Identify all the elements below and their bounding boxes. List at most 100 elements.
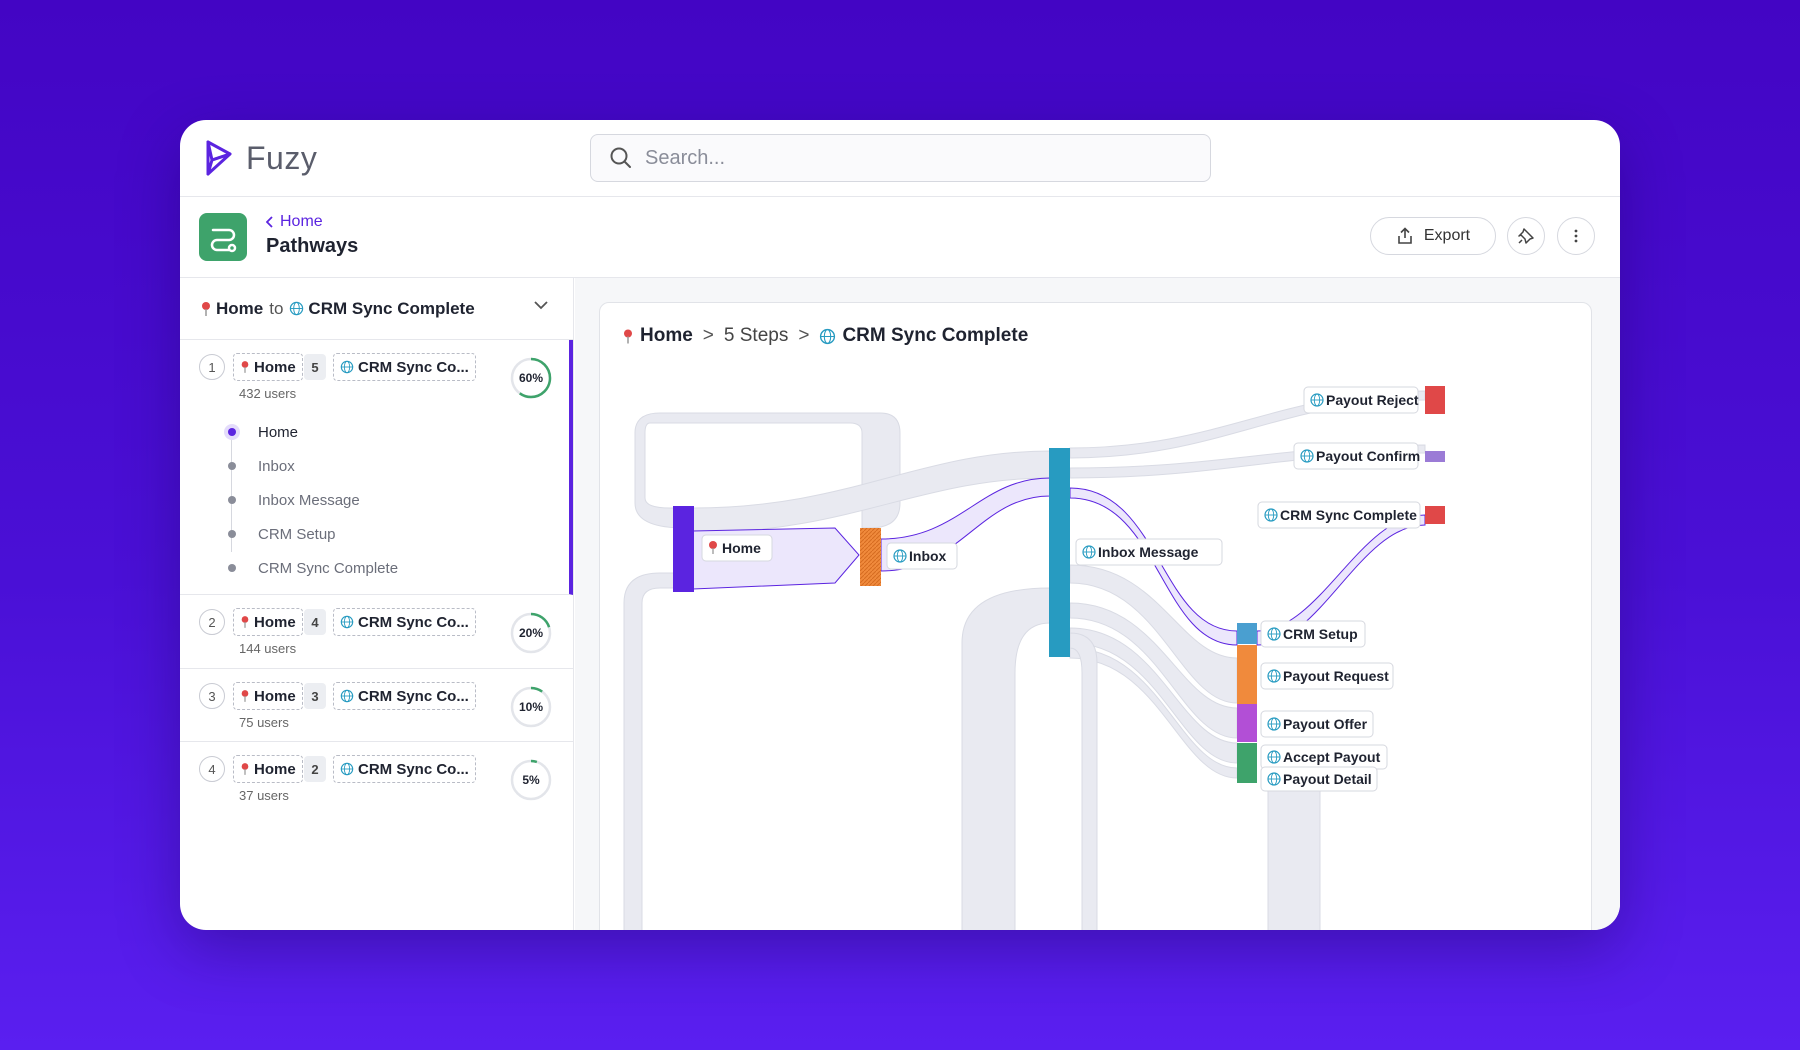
chart-steps: 5 Steps <box>723 325 789 346</box>
node-payout-request[interactable] <box>1237 645 1257 711</box>
more-options-button[interactable] <box>1557 217 1595 255</box>
sankey-diagram: Home Inbox Inbox Message Payout Reject <box>623 386 1445 930</box>
node-payout-offer[interactable] <box>1237 704 1257 742</box>
node-label-payout-confirm[interactable]: Payout Confirm <box>1293 442 1420 470</box>
route-item[interactable]: 3 Home 3 CRM Sync Co... 75 users 10% <box>180 669 573 742</box>
pathway-list-panel: Home to CRM Sync Complete 1 Home 5 CRM S… <box>180 278 574 930</box>
node-home[interactable] <box>673 506 694 592</box>
chart-breadcrumb: Home > 5 Steps > CRM Sync Complete <box>622 325 1028 347</box>
route-item[interactable]: 4 Home 2 CRM Sync Co... 37 users 5% <box>180 742 573 816</box>
node-label-home[interactable]: Home <box>701 534 773 562</box>
sankey-card: Home > 5 Steps > CRM Sync Complete <box>599 302 1592 930</box>
globe-icon <box>340 762 354 776</box>
progress-ring-icon <box>510 759 552 801</box>
step-label[interactable]: Inbox <box>258 458 295 475</box>
pin-location-icon <box>624 329 632 343</box>
breadcrumb[interactable]: Home <box>266 213 323 231</box>
pin-location-icon <box>241 763 249 775</box>
page-title: Pathways <box>266 235 359 257</box>
route-end-chip: CRM Sync Co... <box>333 682 476 710</box>
node-label-inbox[interactable]: Inbox <box>886 542 958 570</box>
node-label-accept-payout[interactable]: Accept Payout <box>1260 744 1388 770</box>
route-item[interactable]: 2 Home 4 CRM Sync Co... 144 users 20% <box>180 595 573 669</box>
route-start-chip: Home <box>233 353 303 381</box>
svg-text:Accept Payout: Accept Payout <box>1283 749 1381 765</box>
globe-icon <box>290 301 304 316</box>
node-label-inbox-message[interactable]: Inbox Message <box>1075 538 1223 566</box>
pin-button[interactable] <box>1507 217 1545 255</box>
step-label[interactable]: CRM Setup <box>258 526 336 543</box>
route-item[interactable]: 1 Home 5 CRM Sync Co... 432 users 60% <box>180 340 573 595</box>
node-label-payout-detail[interactable]: Payout Detail <box>1260 766 1378 792</box>
step-label[interactable]: Home <box>258 424 299 441</box>
progress-ring-icon <box>510 612 552 654</box>
node-label-crm-sync-complete[interactable]: CRM Sync Complete <box>1257 501 1421 529</box>
background-flows <box>623 390 1426 930</box>
route-users: 432 users <box>239 386 297 401</box>
route-end-chip: CRM Sync Co... <box>333 353 476 381</box>
pin-location-icon <box>241 616 249 628</box>
flow-return-right <box>1069 632 1098 930</box>
export-icon <box>1398 227 1412 244</box>
node-payout-reject[interactable] <box>1425 386 1445 414</box>
search-input[interactable] <box>645 146 1185 170</box>
pathways-app-icon <box>199 213 247 261</box>
progress-ring-icon <box>510 686 552 728</box>
export-button[interactable]: Export <box>1370 217 1496 255</box>
search-box[interactable] <box>590 134 1211 182</box>
logo[interactable]: Fuzy <box>202 138 317 178</box>
node-crm-setup[interactable] <box>1237 623 1257 644</box>
node-label-crm-setup[interactable]: CRM Setup <box>1260 620 1366 648</box>
node-label-payout-request[interactable]: Payout Request <box>1260 662 1394 690</box>
svg-text:Payout Reject: Payout Reject <box>1326 392 1419 408</box>
route-start-label: Home <box>254 760 296 778</box>
step-label[interactable]: CRM Sync Complete <box>258 560 399 577</box>
node-inbox[interactable] <box>860 528 881 586</box>
fuzy-logo-icon <box>206 140 232 176</box>
route-percent-ring: 10% <box>509 685 553 729</box>
top-bar: Fuzy <box>180 120 1620 197</box>
route-percent: 5% <box>522 773 540 787</box>
globe-icon <box>820 328 836 344</box>
node-inbox-message[interactable] <box>1049 448 1070 657</box>
svg-text:Payout Detail: Payout Detail <box>1283 771 1372 787</box>
globe-icon <box>340 615 354 629</box>
route-users: 37 users <box>239 788 289 803</box>
step-dot <box>228 462 236 470</box>
pin-location-icon <box>202 301 210 316</box>
node-crm-sync-complete[interactable] <box>1425 506 1445 524</box>
progress-ring-icon <box>510 357 552 399</box>
route-percent: 20% <box>518 626 544 640</box>
node-accept-payout[interactable] <box>1237 743 1257 773</box>
chevron-left-icon <box>266 216 273 228</box>
pin-location-icon <box>241 361 249 373</box>
svg-text:CRM Setup: CRM Setup <box>1283 626 1358 642</box>
step-dot <box>228 564 236 572</box>
node-label-payout-offer[interactable]: Payout Offer <box>1260 710 1374 738</box>
node-payout-confirm[interactable] <box>1425 451 1445 462</box>
route-icon <box>210 228 237 253</box>
route-end-label: CRM Sync Co... <box>358 613 469 631</box>
step-count-badge: 3 <box>304 683 326 709</box>
route-percent-ring: 20% <box>509 611 553 655</box>
loop-flow <box>634 412 901 529</box>
search-icon <box>610 147 631 168</box>
route-start-chip: Home <box>233 755 303 783</box>
route-percent: 10% <box>518 700 544 714</box>
step-dot <box>228 496 236 504</box>
node-label-payout-reject[interactable]: Payout Reject <box>1303 386 1419 414</box>
route-end-chip: CRM Sync Co... <box>333 755 476 783</box>
page-header: Home Pathways Export <box>180 197 1620 278</box>
path-selector[interactable]: Home to CRM Sync Complete <box>180 278 573 340</box>
path-to: CRM Sync Complete <box>308 298 475 318</box>
breadcrumb-home[interactable]: Home <box>280 213 323 230</box>
step-count-badge: 2 <box>304 756 326 782</box>
route-percent-ring: 60% <box>509 356 553 400</box>
step-label[interactable]: Inbox Message <box>258 492 360 509</box>
route-percent: 60% <box>518 371 544 385</box>
chart-from: Home <box>640 325 693 346</box>
route-users: 75 users <box>239 715 289 730</box>
chevron-down-icon[interactable] <box>533 300 549 310</box>
node-payout-detail[interactable] <box>1237 773 1257 783</box>
svg-text:Payout Confirm: Payout Confirm <box>1316 448 1420 464</box>
